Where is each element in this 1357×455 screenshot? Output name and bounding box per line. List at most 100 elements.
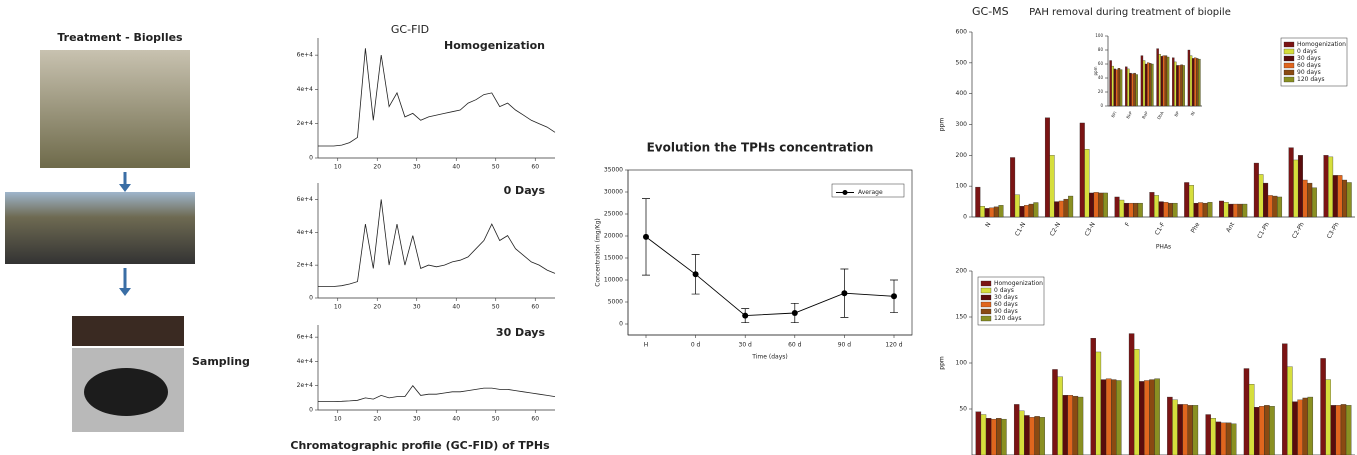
x-tick-label: 60 d: [788, 342, 802, 349]
x-tick-label: N: [984, 221, 992, 228]
y-tick-label: 100: [956, 360, 968, 367]
y-tick-label: 400: [956, 90, 968, 97]
bar: [1135, 74, 1138, 107]
y-tick-label: 100: [956, 183, 968, 190]
bar: [1034, 416, 1040, 455]
bar: [1014, 194, 1020, 218]
bar: [1302, 179, 1308, 218]
bar: [1072, 395, 1079, 455]
bar: [1307, 396, 1314, 455]
y-tick-label: 10000: [604, 277, 623, 284]
bar: [1010, 157, 1016, 218]
legend-label: Homogenization: [994, 280, 1043, 287]
sampling-label: Sampling: [192, 355, 250, 368]
bar: [1287, 366, 1293, 455]
bar: [1028, 203, 1034, 218]
chart-title: 0 Days: [504, 184, 546, 197]
x-tick-label: 30: [413, 164, 421, 171]
bar: [1297, 399, 1303, 455]
bar: [1342, 179, 1348, 218]
bar: [1215, 421, 1222, 455]
legend-label: 0 days: [994, 287, 1014, 294]
legend-label: 90 days: [1297, 69, 1321, 76]
bar: [1149, 192, 1155, 218]
bar: [1264, 405, 1270, 455]
bar: [1237, 203, 1243, 218]
x-tick-label: BaP: [1141, 110, 1149, 120]
legend-swatch: [980, 315, 992, 322]
bar: [1220, 422, 1227, 455]
bar: [1133, 202, 1139, 218]
bar: [1293, 159, 1299, 218]
point: [891, 293, 897, 300]
point: [692, 271, 699, 278]
bar: [1297, 155, 1303, 218]
bar: [1033, 202, 1039, 218]
y-tick-label: 15000: [604, 255, 623, 262]
bar: [1142, 60, 1146, 107]
bar: [1154, 378, 1160, 455]
bar: [1189, 55, 1193, 107]
bar: [1192, 405, 1199, 455]
bar: [1193, 202, 1199, 218]
x-tick-label: 40: [452, 304, 460, 311]
bar: [1013, 404, 1020, 455]
bar: [1267, 195, 1273, 218]
bar: [1288, 147, 1294, 218]
bar: [1029, 417, 1035, 455]
bar: [1133, 349, 1140, 455]
bar: [1328, 156, 1334, 218]
y-tick-label: 6e+4: [297, 334, 314, 341]
legend-swatch: [1283, 76, 1295, 83]
bar: [1105, 378, 1112, 455]
bar: [1095, 351, 1102, 455]
legend-label: 120 days: [994, 315, 1022, 322]
arrow-head: [119, 288, 131, 296]
bar: [1137, 202, 1143, 218]
x-axis-label: Time (days): [751, 354, 787, 361]
bar: [1160, 56, 1163, 107]
y-tick-label: 0: [963, 214, 967, 221]
line: [645, 236, 895, 317]
legend-swatch: [1283, 62, 1295, 69]
bar: [1057, 376, 1063, 455]
bar: [1320, 358, 1326, 455]
bar: [1311, 187, 1317, 218]
y-tick-label: 20: [1098, 89, 1104, 94]
bar: [1100, 379, 1107, 455]
legend-swatch: [980, 294, 992, 301]
bar: [1114, 196, 1120, 218]
x-tick-label: 10: [334, 416, 342, 423]
bar: [1231, 423, 1237, 455]
y-tick-label: 40: [1098, 75, 1104, 80]
bar: [1068, 195, 1074, 218]
bar: [1111, 65, 1114, 107]
y-tick-label: 0: [309, 295, 313, 302]
bar: [993, 206, 999, 218]
y-tick-label: 4e+4: [297, 229, 314, 236]
x-tick-label: 20: [373, 416, 381, 423]
bar: [975, 411, 982, 455]
bar: [1253, 162, 1259, 218]
x-tick-label: C3-N: [1083, 221, 1096, 237]
bar: [1174, 61, 1177, 107]
bar: [975, 186, 981, 218]
bar: [1225, 422, 1232, 455]
bar: [1172, 399, 1178, 455]
x-tick-label: C2-N: [1049, 221, 1062, 237]
line: [318, 199, 556, 287]
legend-label: 0 days: [1297, 48, 1317, 55]
bar: [1180, 64, 1183, 107]
legend-swatch: [1283, 55, 1295, 62]
bar: [1202, 202, 1208, 218]
x-tick-label: 20: [373, 304, 381, 311]
bar: [1044, 117, 1050, 218]
y-tick-label: 4e+4: [297, 358, 314, 365]
y-tick-label: 300: [956, 121, 968, 128]
photo-biopile: [5, 192, 195, 264]
point: [643, 233, 649, 240]
bar: [1248, 384, 1255, 455]
bar: [1164, 55, 1168, 107]
bar: [1054, 201, 1060, 218]
bar: [998, 205, 1004, 218]
